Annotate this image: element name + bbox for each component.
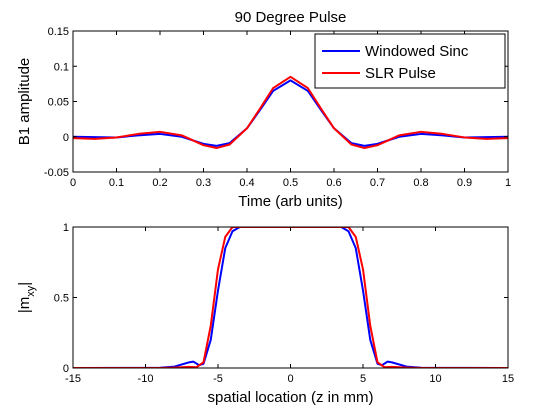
x-tick-label: 0 bbox=[287, 373, 293, 385]
y-axis-label: B1 amplitude bbox=[16, 58, 33, 146]
y-tick-label: 1 bbox=[63, 222, 69, 234]
chart-title: 90 Degree Pulse bbox=[235, 9, 347, 26]
series-line-2 bbox=[73, 227, 508, 368]
x-tick-label: 10 bbox=[429, 373, 441, 385]
x-tick-label: -15 bbox=[65, 373, 81, 385]
axes-1: 0 0.1 0.2 0.3 0.4 0.5 0.6 0.7 0.8 0.9 1-0.0500.050… bbox=[16, 9, 511, 210]
y-tick-label: 0.15 bbox=[48, 26, 69, 38]
x-tick-label: 0.9 bbox=[457, 177, 472, 189]
x-tick-label: 0.6 bbox=[326, 177, 341, 189]
legend-box bbox=[314, 33, 506, 89]
series-line-1 bbox=[73, 227, 508, 368]
y-axis-label: |mxy| bbox=[16, 282, 37, 313]
x-axis-label: Time (arb units) bbox=[238, 193, 342, 210]
x-tick-label: 0.1 bbox=[109, 177, 124, 189]
plot-area bbox=[73, 227, 508, 368]
x-tick-label: 0.5 bbox=[283, 177, 298, 189]
y-tick-label: 0.1 bbox=[54, 61, 69, 73]
x-tick-label: 0 bbox=[70, 177, 76, 189]
x-tick-label: 1 bbox=[505, 177, 511, 189]
x-tick-label: 0.8 bbox=[413, 177, 428, 189]
series-line-2 bbox=[73, 75, 508, 150]
y-tick-label: 0.5 bbox=[54, 293, 69, 305]
legend: Windowed Sinc SLR Pulse bbox=[314, 33, 506, 89]
x-tick-label: 15 bbox=[502, 373, 514, 385]
x-tick-label: 0.7 bbox=[370, 177, 385, 189]
axes-2: -15 -10 -5 0 5 10 15 0 0.5 1 spatial location (z i… bbox=[16, 222, 514, 406]
series-line-1 bbox=[73, 79, 508, 147]
x-tick-label: -10 bbox=[138, 373, 154, 385]
x-axis-label: spatial location (z in mm) bbox=[208, 389, 374, 406]
x-tick-label: 0.3 bbox=[196, 177, 211, 189]
x-tick-label: -5 bbox=[213, 373, 223, 385]
legend-entry-1: Windowed Sinc bbox=[365, 43, 469, 60]
y-tick-label: 0.05 bbox=[48, 97, 69, 109]
x-tick-label: 0.2 bbox=[152, 177, 167, 189]
y-tick-label: -0.05 bbox=[44, 167, 69, 179]
y-tick-label: 0 bbox=[63, 132, 69, 144]
legend-entry-2: SLR Pulse bbox=[365, 65, 436, 82]
x-tick-label: 5 bbox=[360, 373, 366, 385]
x-tick-label: 0.4 bbox=[239, 177, 254, 189]
y-tick-label: 0 bbox=[63, 363, 69, 375]
